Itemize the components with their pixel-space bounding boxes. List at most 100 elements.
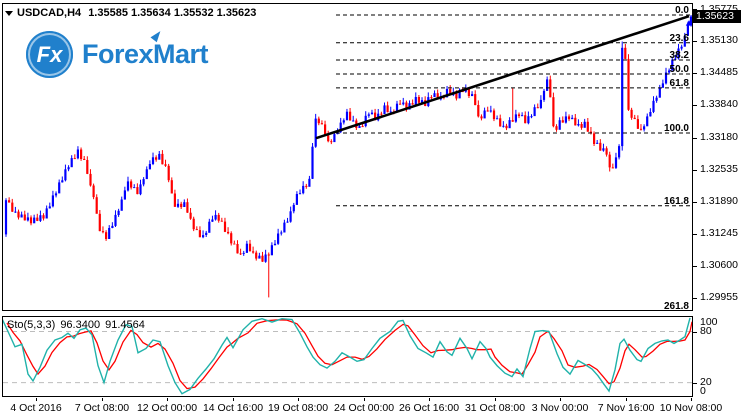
candle-body [283,222,286,233]
candle-body [492,110,496,120]
candle-body [64,169,67,181]
candle-body [430,97,433,99]
sto-tick [693,332,697,333]
candle-body [51,195,54,207]
time-tick [298,398,299,401]
price-tick [693,202,697,203]
candle-body [602,148,605,151]
candle-body [420,100,424,103]
candle-body [101,231,105,233]
candle-body [58,182,61,194]
candle-body [683,35,686,47]
candle-body [167,165,170,181]
candle-body [386,105,389,113]
stochastic-signal-value: 91.4564 [105,319,145,331]
candle-body [527,116,530,124]
candle-body [552,97,555,127]
price-axis-label: 1.31890 [700,195,738,207]
time-tick [626,398,627,401]
candle-body [596,142,599,144]
candle-body [220,220,223,222]
candle-body [339,122,342,133]
candle-body [614,157,618,168]
candle-body [558,120,561,130]
candle-body [352,120,355,122]
candle-body [605,148,608,155]
candle-body [586,121,589,132]
candle-body [689,16,692,26]
candle-body [311,146,314,179]
candle-body [208,221,211,233]
candle-body [133,187,136,189]
time-tick [102,398,103,401]
chart-title-ohlc: 1.35585 1.35634 1.35532 1.35623 [88,7,257,19]
candle-body [399,103,402,105]
candle-body [477,105,480,117]
candle-body [646,116,649,127]
time-axis-label: 7 Oct 08:00 [74,402,130,414]
candle-body [611,167,614,169]
candle-body [417,97,420,103]
price-axis-label: 1.30600 [700,259,738,271]
candle-body [192,218,195,230]
candle-body [108,228,111,239]
candle-body [455,92,458,99]
candle-body [580,124,583,128]
candle-body [524,115,527,124]
candle-body [483,110,486,119]
candle-body [39,215,42,221]
candle-body [180,203,183,208]
candle-body [227,231,230,234]
candle-body [511,120,514,122]
candle-body [148,164,151,170]
candle-body [195,229,198,231]
candle-body [54,193,58,196]
price-axis-label: 1.35775 [700,3,738,15]
candle-body [67,167,70,170]
candle-body [445,88,449,98]
candle-body [151,157,155,164]
candle-body [345,111,349,121]
candle-body [95,197,98,214]
candle-body [561,120,564,123]
candle-body [286,221,289,223]
candle-body [542,90,546,100]
stochastic-label: Sto(5,3,3) 96.3400 91.4564 [7,319,150,331]
stochastic-chart[interactable] [3,317,692,396]
candle-body [502,125,505,127]
candlestick-chart[interactable]: 0.0 23.6 38.2 50.0 61.8 100.0 161.8 261.8 [3,4,692,310]
candle-body [471,94,474,97]
time-tick [364,398,365,401]
candle-body [467,89,470,96]
candle-body [593,133,596,144]
candle-body [571,117,574,120]
candle-body [83,158,86,160]
candle-body [86,160,89,174]
candle-body [411,103,414,105]
candle-body [530,116,533,118]
candle-body [499,118,502,127]
candle-body [89,173,92,186]
price-axis-label: 1.35130 [700,34,738,46]
candle-body [505,125,508,129]
candle-body [176,203,180,207]
candle-body [327,135,330,142]
chart-title-symbol: USDCAD,H4 [17,7,82,19]
candle-body [436,93,439,100]
candle-body [202,235,205,238]
time-tick [429,398,430,401]
candle-body [533,107,536,117]
candle-body [183,202,186,207]
symbol-dropdown-icon[interactable] [5,11,13,16]
price-tick [693,170,697,171]
stochastic-main-value: 96.3400 [60,319,101,331]
candle-body [402,102,405,105]
candle-body [98,213,101,232]
candle-body [164,164,167,166]
candle-body [80,149,83,159]
candle-body [20,214,23,218]
candle-body [555,126,558,130]
time-axis-label: 19 Oct 08:00 [267,402,329,414]
candle-body [258,255,261,259]
